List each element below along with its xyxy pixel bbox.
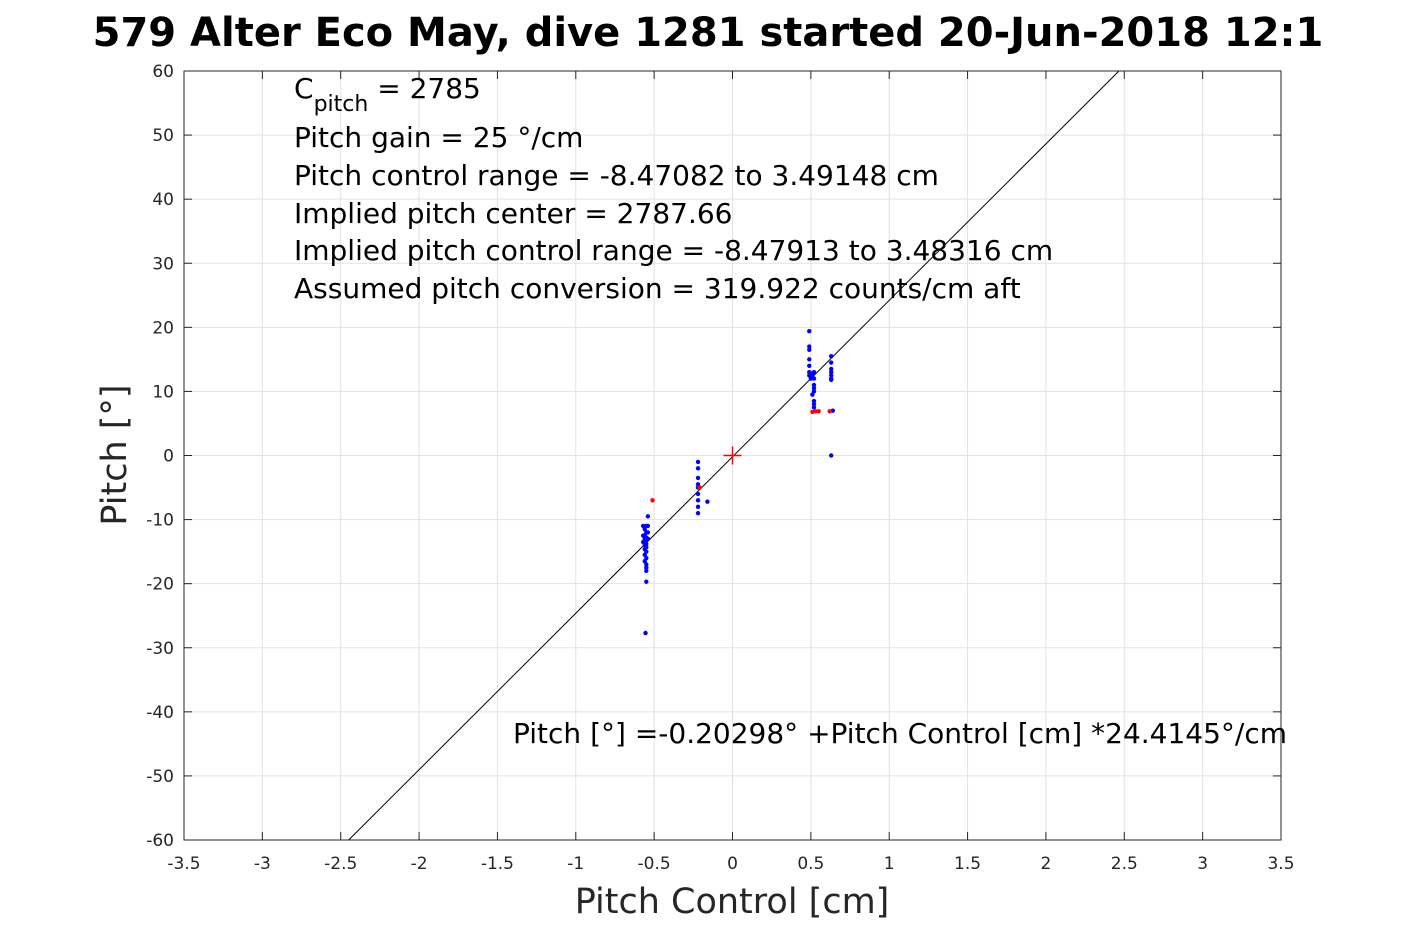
x-tick-label: 1 (884, 854, 895, 874)
y-tick-label: 60 (152, 62, 174, 82)
center-marker-group (723, 446, 742, 465)
y-tick-label: 20 (152, 318, 174, 338)
implied-pitch-center-annotation: Implied pitch center = 2787.66 (294, 197, 732, 230)
data-point (811, 386, 817, 391)
data-point (645, 514, 651, 519)
data-point (697, 485, 702, 490)
data-point (640, 533, 646, 538)
c-pitch-annotation: Cpitch = 2785 (294, 72, 481, 117)
x-tick-label: 2 (1041, 854, 1052, 874)
chart-title: 579 Alter Eco May, dive 1281 started 20-… (93, 10, 1324, 56)
data-point (644, 565, 649, 570)
fit-equation-annotation: Pitch [°] =-0.20298° +Pitch Control [cm]… (513, 717, 1287, 750)
data-point (644, 579, 649, 584)
y-tick-label: 50 (152, 126, 174, 146)
y-tick-label: -30 (146, 639, 174, 659)
data-point (811, 382, 817, 388)
x-axis-label: Pitch Control [cm] (575, 882, 890, 922)
data-point (811, 398, 817, 404)
x-tick-label: -3 (254, 854, 271, 874)
data-point (705, 499, 710, 504)
y-tick-label: 30 (152, 254, 174, 274)
x-tick-label: -2.5 (324, 854, 357, 874)
x-tick-label: 2.5 (1111, 854, 1138, 874)
y-tick-label: -50 (146, 767, 174, 787)
data-point (807, 347, 812, 352)
c-pitch-symbol: C (294, 72, 314, 105)
data-point (811, 376, 817, 381)
data-point (640, 523, 646, 529)
data-point (807, 357, 812, 362)
data-point (811, 402, 817, 407)
data-point (829, 453, 834, 458)
x-tick-label: 0.5 (797, 854, 824, 874)
pitch-control-range-annotation: Pitch control range = -8.47082 to 3.4914… (294, 159, 939, 192)
y-axis-ticks: 60 50 40 30 20 10 0 -10 -20 -30 -40 -50 -60 (146, 62, 1281, 851)
data-point (829, 373, 834, 378)
data-point (645, 523, 651, 529)
x-tick-label: -2 (411, 854, 428, 874)
data-point (645, 536, 651, 542)
y-tick-label: 0 (163, 447, 174, 467)
data-point (650, 498, 655, 503)
x-tick-label: 1.5 (954, 854, 981, 874)
y-tick-label: -60 (146, 831, 174, 851)
data-point (807, 344, 812, 349)
x-tick-label: 0 (727, 854, 738, 874)
data-point (811, 405, 817, 410)
data-point (816, 409, 821, 414)
data-point (829, 366, 834, 372)
data-point (810, 392, 815, 397)
data-point (695, 466, 701, 471)
data-point (695, 459, 701, 465)
data-point (644, 568, 649, 574)
x-axis-ticks: -3.5 -3 -2.5 -2 -1.5 -1 -0.5 0 0.5 1 1.5 2 2.5 3 3.5 (167, 71, 1295, 874)
x-tick-label: -1 (567, 854, 584, 874)
data-points (640, 328, 835, 636)
data-point (695, 491, 701, 497)
x-tick-label: 3.5 (1267, 854, 1294, 874)
data-point (807, 363, 812, 368)
data-point (827, 409, 832, 414)
y-tick-label: 40 (152, 190, 174, 210)
annotation-block: Cpitch = 2785 Pitch gain = 25 °/cm Pitch… (294, 72, 1053, 305)
pitch-gain-annotation: Pitch gain = 25 °/cm (294, 121, 583, 154)
y-tick-label: -20 (146, 575, 174, 595)
data-point (695, 504, 701, 509)
data-point (829, 377, 834, 383)
x-tick-label: -3.5 (167, 854, 200, 874)
data-point (811, 369, 817, 375)
data-point (808, 376, 814, 381)
data-point (645, 530, 651, 535)
data-point (695, 475, 701, 481)
x-tick-label: -1.5 (481, 854, 514, 874)
data-point (813, 409, 818, 414)
x-tick-label: 3 (1197, 854, 1208, 874)
data-point (695, 498, 701, 503)
c-pitch-value: = 2785 (368, 72, 481, 105)
y-tick-label: -10 (146, 511, 174, 531)
data-point (829, 360, 834, 365)
c-pitch-subscript: pitch (314, 92, 369, 117)
data-point (829, 369, 834, 375)
y-tick-label: -40 (146, 703, 174, 723)
y-tick-label: 10 (152, 382, 174, 402)
x-tick-label: -0.5 (638, 854, 671, 874)
data-point (644, 562, 649, 567)
data-point (807, 328, 812, 334)
y-axis-label: Pitch [°] (95, 384, 135, 525)
data-point (640, 539, 646, 545)
data-point (643, 630, 648, 636)
data-point (695, 510, 701, 516)
data-point (829, 353, 834, 359)
implied-pitch-control-range-annotation: Implied pitch control range = -8.47913 t… (294, 234, 1053, 267)
assumed-pitch-conversion-annotation: Assumed pitch conversion = 319.922 count… (294, 272, 1021, 305)
